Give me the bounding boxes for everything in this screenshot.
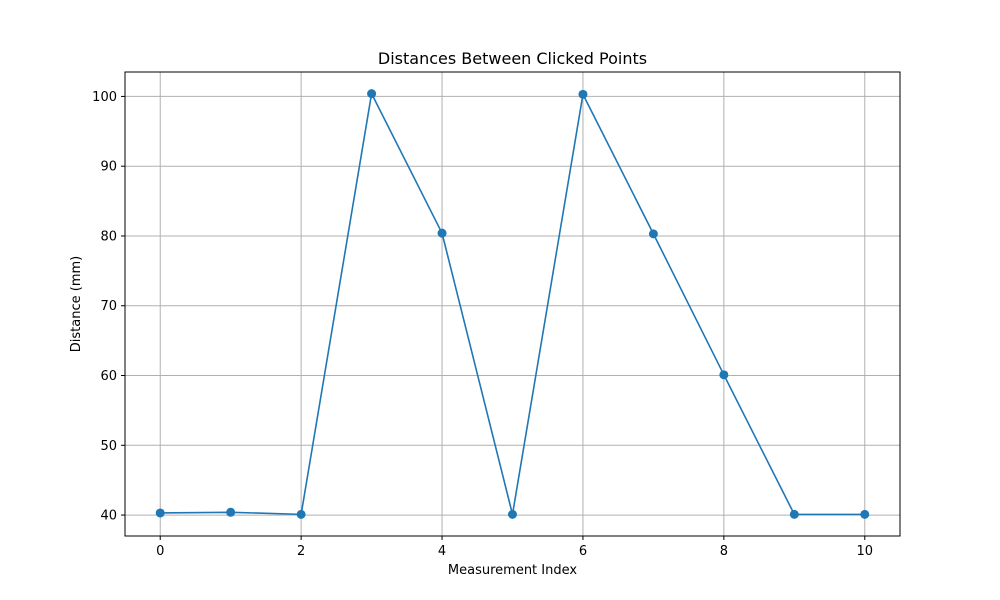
y-tick-label: 100 (92, 90, 117, 105)
data-point (437, 228, 447, 238)
x-tick-label: 0 (156, 544, 164, 559)
data-point (226, 507, 236, 517)
x-tick-label: 8 (720, 544, 728, 559)
y-tick-label: 80 (100, 229, 117, 244)
y-tick-label: 70 (100, 299, 117, 314)
data-point (648, 229, 658, 239)
x-axis-title: Measurement Index (448, 563, 577, 578)
y-tick-label: 90 (100, 160, 117, 175)
data-point (155, 508, 165, 518)
data-point (789, 509, 799, 519)
chart-title: Distances Between Clicked Points (378, 49, 647, 68)
data-point (508, 509, 517, 519)
data-point (296, 509, 306, 519)
y-tick-label: 50 (100, 439, 117, 454)
series-layer (155, 89, 870, 519)
x-tick-label: 2 (297, 544, 305, 559)
data-point (578, 89, 588, 99)
x-tick-label: 10 (856, 544, 873, 559)
y-axis-title: Distance (mm) (69, 256, 84, 352)
y-tick-label: 40 (100, 509, 117, 524)
data-point (367, 89, 377, 99)
data-point (860, 509, 870, 519)
x-tick-label: 4 (438, 544, 446, 559)
grid-lines (125, 72, 900, 536)
axis-ticks: 0 2 4 6 8 10 40 50 60 70 80 90 100 (92, 90, 873, 559)
data-point (719, 370, 729, 380)
plot-frame (124, 71, 901, 537)
y-tick-label: 60 (100, 369, 117, 384)
x-tick-label: 6 (579, 544, 587, 559)
